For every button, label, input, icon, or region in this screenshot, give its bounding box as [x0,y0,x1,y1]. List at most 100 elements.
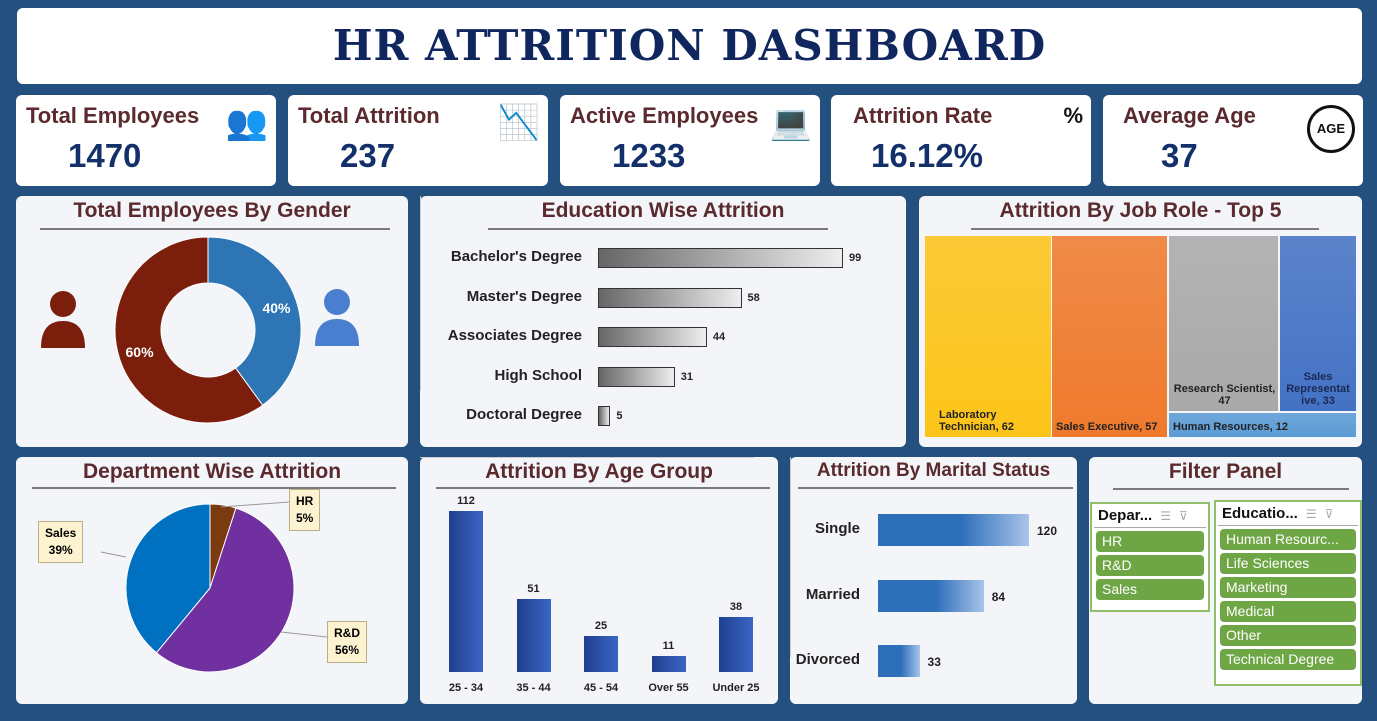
axis-line [420,457,754,458]
category-label: Under 25 [712,682,760,694]
filter-chip[interactable]: HR [1096,531,1204,552]
marital-chart-panel: Attrition By Marital Status Single 120 Mar… [790,457,1077,704]
male-person-icon [41,291,85,348]
axis-line [790,457,791,657]
kpi-label: Attrition Rate [853,103,993,128]
filter-chip[interactable]: Other [1220,625,1356,646]
chart-title: Attrition By Marital Status [816,460,1051,481]
slicer-title: Educatio... [1222,505,1298,522]
filter-chip[interactable]: Life Sciences [1220,553,1356,574]
leader-line [100,551,127,558]
filter-panel: Filter Panel Depar... ☰ ⊽ HR R&D Sales Educa… [1089,457,1362,704]
slice-label: 40% [262,300,291,316]
multi-select-icon[interactable]: ☰ [1305,507,1317,521]
column-3 [651,656,686,672]
treemap-tile: Sales Representat ive, 33 [1280,236,1356,411]
filter-chip[interactable]: Sales [1096,579,1204,600]
category-label: Master's Degree [466,287,582,305]
data-label: 38 [729,601,743,614]
body [41,321,85,348]
treemap-tile: Sales Executive, 57 [1052,236,1167,437]
people-group-icon: 👥 [225,104,268,142]
gender-chart-panel: Total Employees By Gender 40% 60% [16,196,408,447]
leader-line [220,501,290,508]
category-label: Single [814,520,860,537]
kpi-label: Active Employees [570,103,759,128]
person-at-desk-icon: 💻 [769,104,812,142]
filter-chip[interactable]: Medical [1220,601,1356,622]
chart-title: Attrition By Job Role - Top 5 [999,199,1282,222]
bar-0 [598,248,843,268]
slice-label: 60% [126,344,155,360]
job-role-chart-panel: Attrition By Job Role - Top 5 Laboratory… [919,196,1362,447]
category-label: Associates Degree [447,327,582,344]
age-cycle-icon: AGE [1307,105,1355,153]
filter-chip[interactable]: Marketing [1220,577,1356,598]
kpi-total-attrition: Total Attrition 237 📉 [288,95,548,186]
slicer-header: Depar... ☰ ⊽ [1094,504,1206,528]
title-banner: HR ATTRITION DASHBOARD [17,8,1362,84]
callout-sales: Sales 39% [38,521,84,563]
multi-select-icon[interactable]: ☰ [1160,509,1171,523]
filter-chip[interactable]: Technical Degree [1220,649,1356,670]
slicer-title: Depar... [1098,507,1153,524]
data-label: 33 [927,655,941,669]
data-label: 11 [662,640,675,653]
column-2 [584,636,618,672]
gender-donut: 40% 60% [41,236,359,424]
slicer-header: Educatio... ☰ ⊽ [1218,502,1358,526]
bar-1 [878,579,984,612]
pie-slice-sales [125,503,211,654]
filter-chip[interactable]: Human Resourc... [1220,529,1356,550]
female-person-icon [315,289,359,346]
category-label: Doctoral Degree [466,406,582,423]
slice-name: Sales [45,526,77,540]
treemap-tile: Research Scientist, 47 [1169,236,1278,411]
kpi-attrition-rate: Attrition Rate 16.12%% [831,95,1091,186]
divider [1113,488,1349,490]
clear-filter-icon[interactable]: ⊽ [1324,507,1334,521]
data-label: 25 [594,620,608,633]
data-label: 31 [680,370,693,383]
chart-title: Department Wise Attrition [82,460,342,483]
bar-3 [598,366,675,387]
data-label: 84 [991,589,1006,604]
kpi-label: Average Age [1123,103,1256,128]
data-label: 51 [527,582,540,595]
category-label: Bachelor's Degree [450,248,582,265]
data-label: 44 [712,331,726,343]
education-slicer: Educatio... ☰ ⊽ Human Resourc... Life Scien… [1214,500,1362,686]
filter-chip[interactable]: R&D [1096,555,1204,576]
slice-name: R&D [334,626,360,640]
department-slicer: Depar... ☰ ⊽ HR R&D Sales [1090,502,1210,612]
kpi-value: 16.12% [871,137,983,174]
data-label: 99 [849,252,862,264]
age-columns: 112 25 - 34 51 35 - 44 25 45 - 54 11 Over 55 38 U… [420,457,778,694]
data-label: 120 [1037,524,1058,538]
slice-percent: 39% [48,543,73,557]
divider [436,487,770,489]
category-label: Over 55 [648,682,689,694]
kpi-label: Total Attrition [298,103,440,128]
slice-name: HR [296,494,314,508]
chart-title: Education Wise Attrition [541,199,785,222]
clear-filter-icon[interactable]: ⊽ [1178,509,1188,523]
kpi-value: 1470 [68,137,142,174]
head [324,289,350,315]
treemap-tile: Human Resources, 12 [1169,413,1356,437]
kpi-total-employees: Total Employees 1470 👥 [16,95,276,186]
leader-line [280,631,328,638]
chart-title: Filter Panel [1168,460,1283,483]
kpi-label: Total Employees [26,103,200,128]
kpi-value: 37 [1161,137,1198,174]
callout-hr: HR 5% [289,489,321,531]
bar-2 [598,327,707,347]
category-label: 45 - 54 [583,682,619,694]
divider [798,487,1073,489]
head [50,291,76,317]
category-label: Married [805,585,860,603]
data-label: 112 [457,495,475,507]
kpi-average-age: Average Age 37 AGE [1103,95,1363,186]
kpi-value: 237 [340,137,396,174]
bar-0 [878,514,1029,546]
